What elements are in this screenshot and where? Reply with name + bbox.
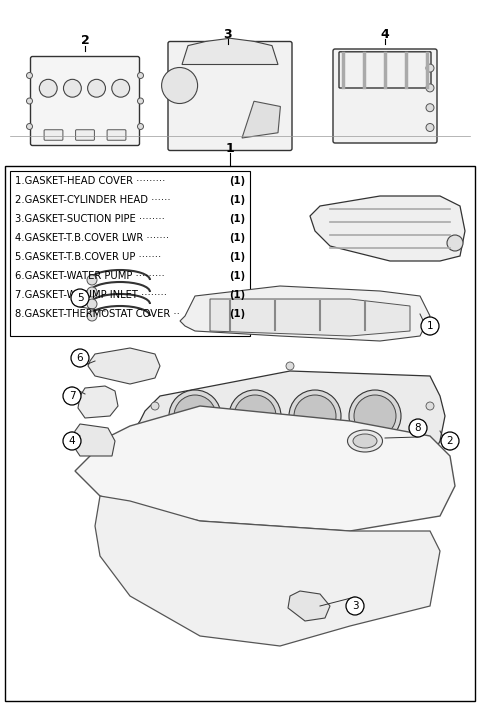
Text: 6: 6 (77, 353, 84, 363)
Text: (1): (1) (229, 271, 245, 281)
Circle shape (409, 419, 427, 437)
Polygon shape (182, 38, 278, 64)
FancyBboxPatch shape (75, 130, 95, 140)
Circle shape (71, 289, 89, 307)
Circle shape (26, 73, 33, 78)
Circle shape (229, 390, 281, 442)
Text: 6.GASKET-WATER PUMP ·········: 6.GASKET-WATER PUMP ········· (15, 271, 165, 281)
Text: 1: 1 (226, 141, 234, 155)
Text: 3: 3 (352, 601, 358, 611)
Text: 5: 5 (77, 293, 84, 303)
Text: 4.GASKET-T.B.COVER LWR ·······: 4.GASKET-T.B.COVER LWR ······· (15, 233, 169, 243)
FancyBboxPatch shape (10, 171, 250, 336)
Text: (1): (1) (229, 290, 245, 300)
Circle shape (71, 349, 89, 367)
Circle shape (26, 124, 33, 129)
Circle shape (426, 402, 434, 410)
Circle shape (421, 317, 439, 335)
Circle shape (294, 395, 336, 437)
Text: 2.GASKET-CYLINDER HEAD ······: 2.GASKET-CYLINDER HEAD ······ (15, 195, 170, 205)
Text: 7.GASKET-W.PUMP INLET ········: 7.GASKET-W.PUMP INLET ········ (15, 290, 167, 300)
Circle shape (346, 597, 364, 615)
Text: 3.GASKET-SUCTION PIPE ········: 3.GASKET-SUCTION PIPE ········ (15, 214, 165, 224)
Text: 1: 1 (427, 321, 433, 331)
Polygon shape (95, 496, 440, 646)
Circle shape (169, 390, 221, 442)
Circle shape (441, 432, 459, 450)
Text: 8.GASKET-THERMOSTAT COVER ··: 8.GASKET-THERMOSTAT COVER ·· (15, 309, 180, 319)
Circle shape (174, 395, 216, 437)
Circle shape (137, 124, 144, 129)
Polygon shape (288, 591, 330, 621)
Circle shape (354, 395, 396, 437)
FancyBboxPatch shape (31, 56, 140, 145)
Text: (1): (1) (229, 309, 245, 319)
Polygon shape (75, 406, 455, 531)
Circle shape (426, 84, 434, 92)
Polygon shape (242, 101, 280, 138)
Circle shape (289, 390, 341, 442)
Circle shape (156, 437, 164, 445)
Text: 8: 8 (415, 423, 421, 433)
Polygon shape (180, 286, 430, 341)
Circle shape (162, 68, 198, 104)
Circle shape (447, 235, 463, 251)
Text: 2: 2 (447, 436, 453, 446)
Text: (1): (1) (229, 252, 245, 262)
Circle shape (421, 442, 429, 450)
Text: 3: 3 (224, 28, 232, 40)
Circle shape (63, 387, 81, 405)
Circle shape (63, 432, 81, 450)
Circle shape (87, 275, 97, 285)
Text: 2: 2 (81, 35, 89, 47)
Circle shape (286, 362, 294, 370)
Circle shape (26, 98, 33, 104)
FancyBboxPatch shape (107, 130, 126, 140)
Circle shape (234, 395, 276, 437)
Circle shape (88, 79, 106, 97)
Polygon shape (72, 424, 115, 456)
Circle shape (349, 390, 401, 442)
Text: 5.GASKET-T.B.COVER UP ·······: 5.GASKET-T.B.COVER UP ······· (15, 252, 161, 262)
Circle shape (63, 79, 81, 97)
Circle shape (286, 452, 294, 460)
Circle shape (426, 104, 434, 112)
Polygon shape (210, 299, 410, 336)
Polygon shape (88, 348, 160, 384)
FancyBboxPatch shape (168, 42, 292, 150)
Circle shape (87, 299, 97, 309)
Polygon shape (78, 386, 118, 418)
Circle shape (426, 124, 434, 131)
Circle shape (112, 79, 130, 97)
Text: (1): (1) (229, 233, 245, 243)
Circle shape (137, 73, 144, 78)
Text: (1): (1) (229, 195, 245, 205)
FancyBboxPatch shape (44, 130, 63, 140)
Text: 7: 7 (69, 391, 75, 401)
Text: 4: 4 (381, 28, 389, 40)
FancyBboxPatch shape (333, 49, 437, 143)
Circle shape (87, 287, 97, 297)
Circle shape (87, 311, 97, 321)
FancyBboxPatch shape (5, 166, 475, 701)
Text: (1): (1) (229, 214, 245, 224)
Circle shape (137, 98, 144, 104)
Text: 1.GASKET-HEAD COVER ·········: 1.GASKET-HEAD COVER ········· (15, 176, 166, 186)
Text: (1): (1) (229, 176, 245, 186)
Ellipse shape (348, 430, 383, 452)
Circle shape (426, 64, 434, 72)
Polygon shape (310, 196, 465, 261)
Text: 4: 4 (69, 436, 75, 446)
Circle shape (39, 79, 57, 97)
Ellipse shape (353, 434, 377, 448)
Polygon shape (135, 371, 445, 461)
Circle shape (151, 402, 159, 410)
